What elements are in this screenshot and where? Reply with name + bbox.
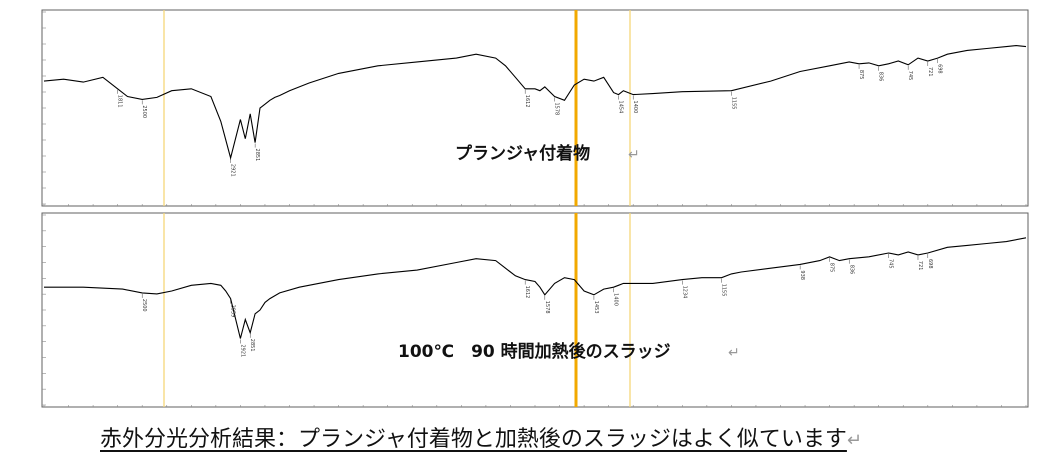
panel-top-markers: [163, 10, 631, 206]
panel-bottom-y-ticks: [42, 214, 46, 406]
peak-label: 938: [799, 270, 805, 280]
panel-top-spectrum-line: [43, 45, 1027, 161]
panel-bottom: 2500 2959 2921 2851 1612 1578 1453 1400 1234 1155…: [41, 212, 1029, 408]
peak-label: 721: [917, 261, 923, 271]
panel-bottom-x-ticks: [43, 405, 1027, 407]
peak-label: 1400: [613, 293, 619, 306]
peak-label: 1578: [544, 301, 550, 314]
panel-bottom-spectrum-line: [44, 237, 1027, 339]
panel-bottom-return-mark: ↵: [728, 345, 740, 361]
panel-bottom-label: 100℃ 90 時間加熱後のスラッジ: [398, 341, 671, 362]
peak-label: 2500: [141, 105, 147, 118]
peak-label: 1612: [524, 95, 530, 108]
panel-bottom-peak-labels: 2500 2959 2921 2851 1612 1578 1453 1400 1234 1155…: [141, 254, 933, 357]
panel-top-x-ticks: [43, 204, 1027, 206]
peak-label: 698: [937, 64, 943, 74]
peak-label: 2500: [141, 299, 147, 312]
peak-label: 1400: [632, 101, 638, 114]
peak-label: 1578: [554, 102, 560, 115]
peak-label: 721: [927, 67, 933, 77]
peak-label: 2851: [254, 149, 260, 162]
panel-top-label: プランジャ付着物: [455, 143, 590, 164]
peak-label: 1811: [117, 95, 123, 108]
panel-top-return-mark: ↵: [628, 147, 640, 163]
panel-bottom-markers: [163, 213, 631, 407]
panel-top-frame: [41, 9, 1029, 207]
peak-label: 875: [858, 70, 864, 80]
peak-label: 1155: [721, 284, 727, 297]
peak-label: 745: [907, 71, 913, 81]
caption-text: 赤外分光分析結果：プランジャ付着物と加熱後のスラッジはよく似ています: [100, 427, 847, 452]
peak-label: 1453: [593, 301, 599, 314]
peak-label: 2921: [239, 345, 245, 358]
panel-top-peak-labels: 1811 2500 2921 2851 1612 1578 1454 1400 1155 875 8…: [117, 59, 943, 177]
caption-return-mark: ↵: [846, 430, 862, 451]
figure-caption: 赤外分光分析結果：プランジャ付着物と加熱後のスラッジはよく似ています↵: [100, 421, 960, 457]
peak-label: 2921: [230, 164, 236, 177]
peak-label: 875: [829, 263, 835, 273]
peak-label: 836: [878, 72, 884, 82]
panel-top: 1811 2500 2921 2851 1612 1578 1454 1400 1155 875 8…: [41, 9, 1029, 207]
peak-label: 2851: [249, 339, 255, 352]
peak-label: 836: [848, 265, 854, 275]
peak-label: 1234: [681, 286, 687, 299]
peak-label: 1612: [524, 286, 530, 299]
peak-label: 745: [888, 259, 894, 269]
panel-bottom-frame: [41, 212, 1029, 408]
peak-label: 698: [927, 259, 933, 269]
peak-label: 2959: [230, 305, 236, 318]
peak-label: 1454: [617, 101, 623, 114]
peak-label: 1155: [730, 97, 736, 110]
